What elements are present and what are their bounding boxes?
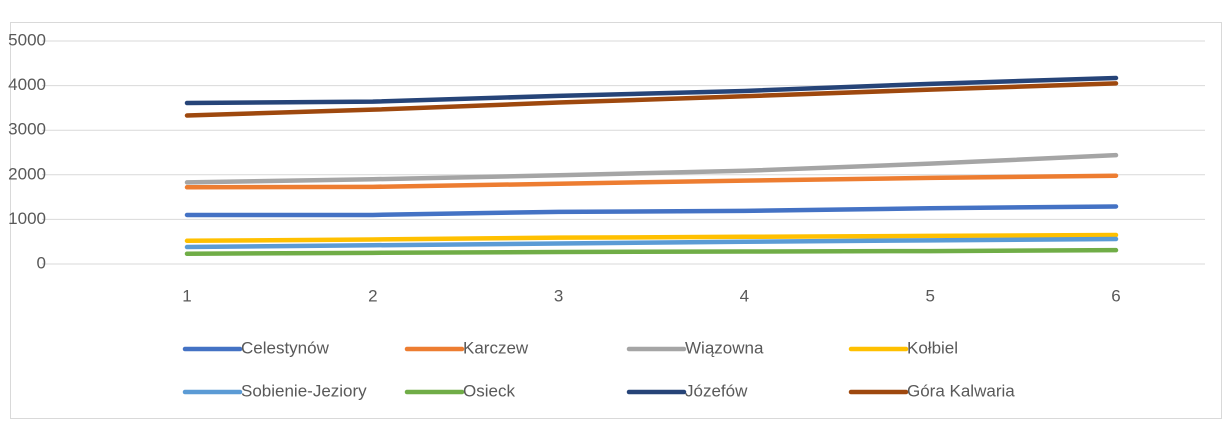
- y-tick-label: 2000: [8, 164, 46, 183]
- legend-label: Osieck: [463, 381, 515, 400]
- y-tick-label: 0: [37, 253, 46, 272]
- legend-label: Sobienie-Jeziory: [241, 381, 367, 400]
- series-line: [184, 236, 1119, 250]
- series-line: [184, 75, 1119, 106]
- y-tick-label: 5000: [8, 30, 46, 49]
- series-line: [184, 81, 1119, 118]
- series-line: [184, 173, 1119, 190]
- x-tick-label: 4: [740, 286, 749, 305]
- x-tick-label: 2: [368, 286, 377, 305]
- legend-label: Józefów: [685, 381, 748, 400]
- y-tick-label: 1000: [8, 209, 46, 228]
- series-line: [184, 152, 1119, 185]
- x-tick-label: 6: [1111, 286, 1120, 305]
- y-tick-label: 3000: [8, 120, 46, 139]
- series-line: [184, 204, 1119, 218]
- legend-label: Celestynów: [241, 338, 330, 357]
- legend-label: Karczew: [463, 338, 529, 357]
- legend-label: Kołbiel: [907, 338, 958, 357]
- x-tick-label: 3: [554, 286, 563, 305]
- legend-label: Góra Kalwaria: [907, 381, 1015, 400]
- series-line: [184, 232, 1119, 244]
- x-tick-label: 5: [925, 286, 934, 305]
- legend-label: Wiązowna: [685, 338, 764, 357]
- x-tick-label: 1: [182, 286, 191, 305]
- series-line: [184, 247, 1119, 256]
- y-tick-label: 4000: [8, 75, 46, 94]
